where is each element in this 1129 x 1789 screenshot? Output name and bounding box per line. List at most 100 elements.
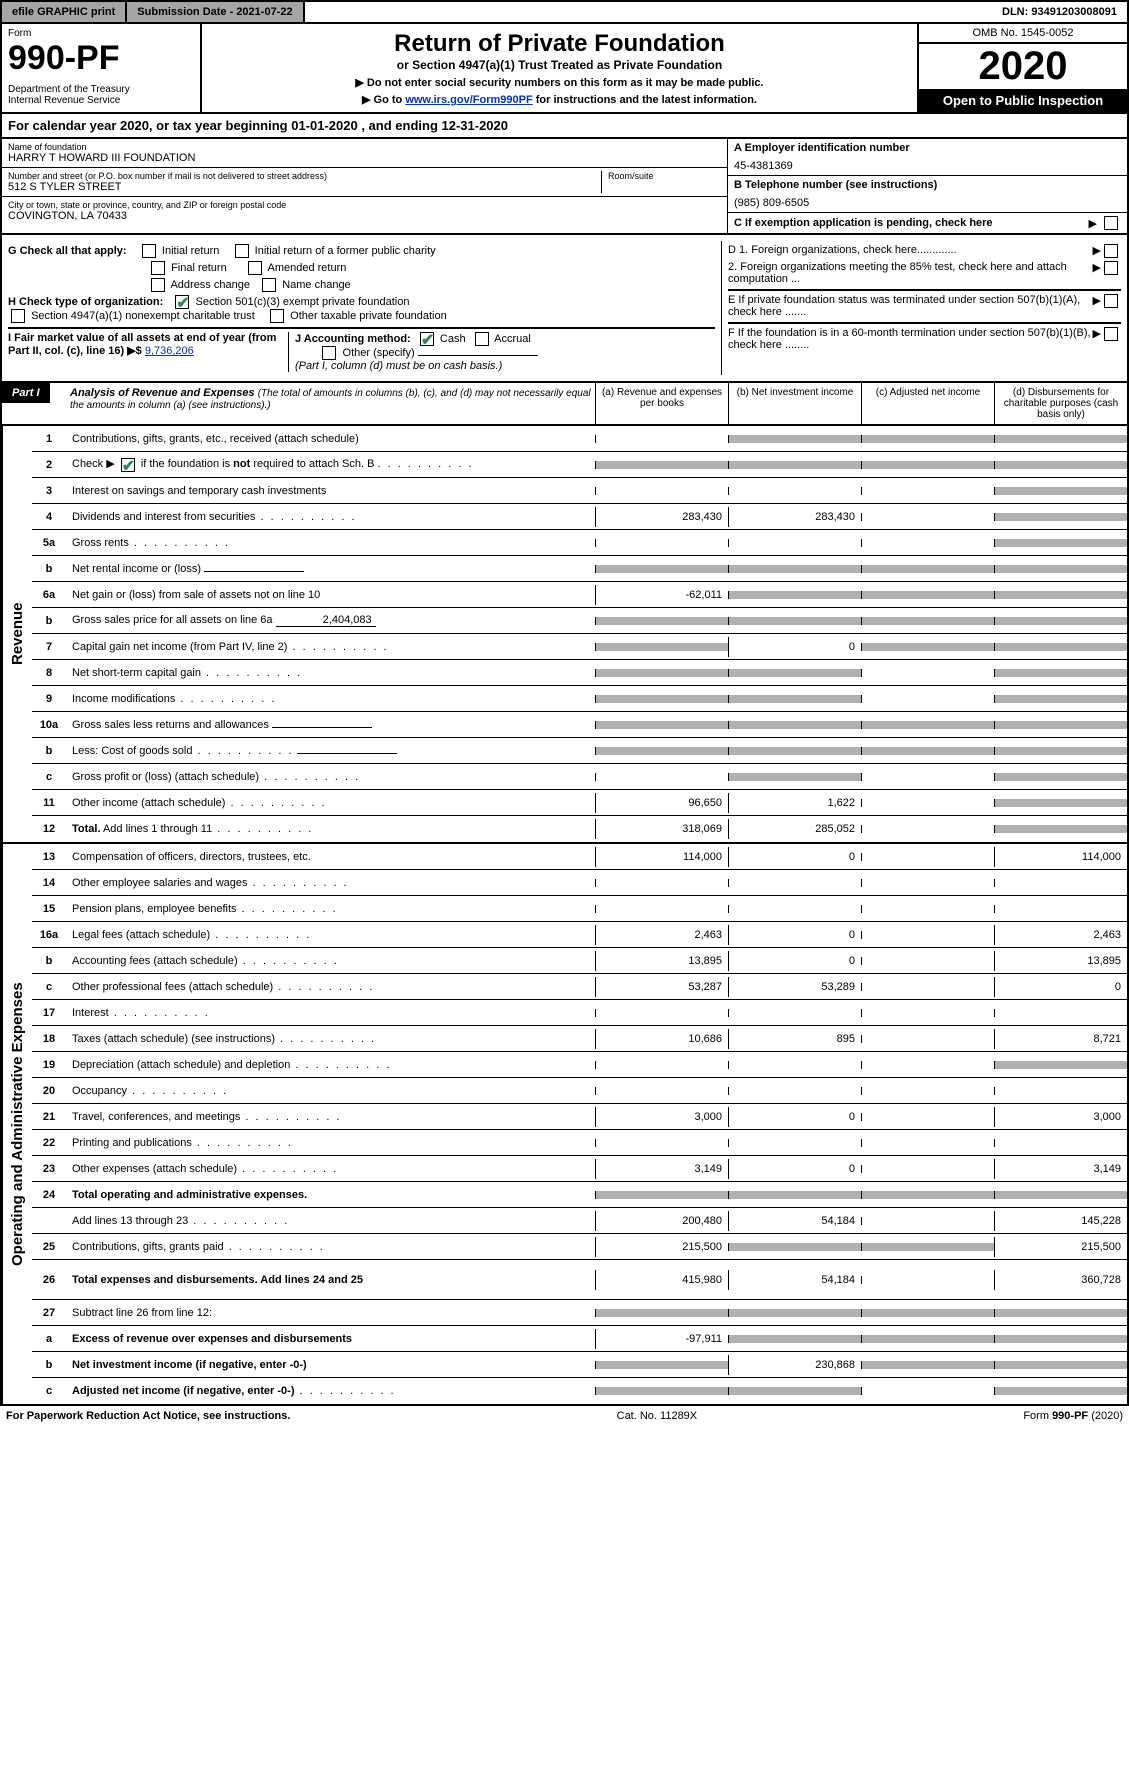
g-amended-label: Amended return [268, 262, 347, 274]
tax-year: 2020 [919, 44, 1127, 89]
row-21-col-d: 3,000 [994, 1107, 1127, 1127]
c-checkbox[interactable] [1104, 216, 1118, 230]
city-state-zip: COVINGTON, LA 70433 [8, 210, 721, 222]
g-address-checkbox[interactable] [151, 278, 165, 292]
h-501c3-checkbox[interactable] [175, 295, 189, 309]
row-27a-text: Excess of revenue over expenses and disb… [66, 1329, 595, 1349]
row-13-col-d: 114,000 [994, 847, 1127, 867]
row-12-col-b: 285,052 [728, 819, 861, 839]
i-fmv-value[interactable]: 9,736,206 [145, 345, 194, 357]
row-26-col-b: 54,184 [728, 1270, 861, 1290]
row-8-num: 8 [32, 663, 66, 683]
row-14-text: Other employee salaries and wages [66, 873, 595, 893]
g-final-checkbox[interactable] [151, 261, 165, 275]
row-16a-col-b: 0 [728, 925, 861, 945]
top-bar: efile GRAPHIC print Submission Date - 20… [0, 0, 1129, 24]
row-18-col-a: 10,686 [595, 1029, 728, 1049]
d1-checkbox[interactable] [1104, 244, 1118, 258]
row-27-text: Subtract line 26 from line 12: [66, 1303, 595, 1323]
row-26-col-d: 360,728 [994, 1270, 1127, 1290]
row-18-col-d: 8,721 [994, 1029, 1127, 1049]
f-label: F If the foundation is in a 60-month ter… [728, 327, 1093, 351]
row-16c-col-d: 0 [994, 977, 1127, 997]
schb-checkbox[interactable] [121, 458, 135, 472]
g-amended-checkbox[interactable] [248, 261, 262, 275]
row-11-text: Other income (attach schedule) [66, 793, 595, 813]
h-other-checkbox[interactable] [270, 309, 284, 323]
g-initial-former-label: Initial return of a former public charit… [255, 245, 436, 257]
row-13-num: 13 [32, 847, 66, 867]
row-16c-col-b: 53,289 [728, 977, 861, 997]
d2-checkbox[interactable] [1104, 261, 1118, 275]
row-7-num: 7 [32, 637, 66, 657]
h-4947-label: Section 4947(a)(1) nonexempt charitable … [31, 310, 255, 322]
j-cash-checkbox[interactable] [420, 332, 434, 346]
row-27b-text: Net investment income (if negative, ente… [66, 1355, 595, 1375]
j-other-label: Other (specify) [343, 347, 415, 359]
instr-post: for instructions and the latest informat… [536, 94, 757, 106]
addr-label: Number and street (or P.O. box number if… [8, 171, 601, 181]
submission-date: Submission Date - 2021-07-22 [127, 2, 304, 22]
row-18-num: 18 [32, 1029, 66, 1049]
row-23-col-b: 0 [728, 1159, 861, 1179]
col-b-header: (b) Net investment income [728, 383, 861, 424]
part1-header: Part I Analysis of Revenue and Expenses … [0, 383, 1129, 426]
form-number: 990-PF [8, 39, 194, 78]
row-6a-text: Net gain or (loss) from sale of assets n… [66, 585, 595, 605]
ein-label: A Employer identification number [734, 142, 1121, 154]
row-15-text: Pension plans, employee benefits [66, 899, 595, 919]
row-16c-num: c [32, 977, 66, 997]
row-24-num: 24 [32, 1185, 66, 1205]
row-20-num: 20 [32, 1081, 66, 1101]
row-5a-text: Gross rents [66, 533, 595, 553]
g-initial-checkbox[interactable] [142, 244, 156, 258]
row-18-text: Taxes (attach schedule) (see instruction… [66, 1029, 595, 1049]
row-12-col-a: 318,069 [595, 819, 728, 839]
row-9-text: Income modifications [66, 689, 595, 709]
row-20-text: Occupancy [66, 1081, 595, 1101]
col-a-header: (a) Revenue and expenses per books [595, 383, 728, 424]
g-name-checkbox[interactable] [262, 278, 276, 292]
row-16b-num: b [32, 951, 66, 971]
e-checkbox[interactable] [1104, 294, 1118, 308]
row-16a-text: Legal fees (attach schedule) [66, 925, 595, 945]
j-cash-label: Cash [440, 333, 466, 345]
g-final-label: Final return [171, 262, 227, 274]
f-checkbox[interactable] [1104, 327, 1118, 341]
g-initial-former-checkbox[interactable] [235, 244, 249, 258]
row-16c-text: Other professional fees (attach schedule… [66, 977, 595, 997]
j-other-checkbox[interactable] [322, 346, 336, 360]
footer-left: For Paperwork Reduction Act Notice, see … [6, 1410, 290, 1422]
j-accrual-checkbox[interactable] [475, 332, 489, 346]
form-title: Return of Private Foundation [208, 30, 911, 58]
revenue-table: Revenue 1Contributions, gifts, grants, e… [0, 426, 1129, 844]
row-16b-text: Accounting fees (attach schedule) [66, 951, 595, 971]
row-10b-num: b [32, 741, 66, 761]
row-17-num: 17 [32, 1003, 66, 1023]
row-14-num: 14 [32, 873, 66, 893]
row-6b-text: Gross sales price for all assets on line… [66, 610, 595, 631]
efile-print-button[interactable]: efile GRAPHIC print [2, 2, 127, 22]
h-4947-checkbox[interactable] [11, 309, 25, 323]
row-27a-col-a: -97,911 [595, 1329, 728, 1349]
row-4-text: Dividends and interest from securities [66, 507, 595, 527]
row-11-col-a: 96,650 [595, 793, 728, 813]
col-d-header: (d) Disbursements for charitable purpose… [994, 383, 1127, 424]
row-16c-col-a: 53,287 [595, 977, 728, 997]
name-label: Name of foundation [8, 142, 721, 152]
row-3-text: Interest on savings and temporary cash i… [66, 481, 595, 501]
e-label: E If private foundation status was termi… [728, 294, 1093, 318]
row-24-text: Total operating and administrative expen… [66, 1185, 595, 1205]
instr-goto: ▶ Go to www.irs.gov/Form990PF for instru… [208, 93, 911, 106]
row-25-col-a: 215,500 [595, 1237, 728, 1257]
omb-number: OMB No. 1545-0052 [919, 24, 1127, 44]
row-5b-num: b [32, 559, 66, 579]
row-21-col-b: 0 [728, 1107, 861, 1127]
row-10c-num: c [32, 767, 66, 787]
irs-link[interactable]: www.irs.gov/Form990PF [405, 94, 532, 106]
city-label: City or town, state or province, country… [8, 200, 721, 210]
row-7-col-b: 0 [728, 637, 861, 657]
row-6a-num: 6a [32, 585, 66, 605]
street-address: 512 S TYLER STREET [8, 181, 601, 193]
d2-label: 2. Foreign organizations meeting the 85%… [728, 261, 1093, 285]
